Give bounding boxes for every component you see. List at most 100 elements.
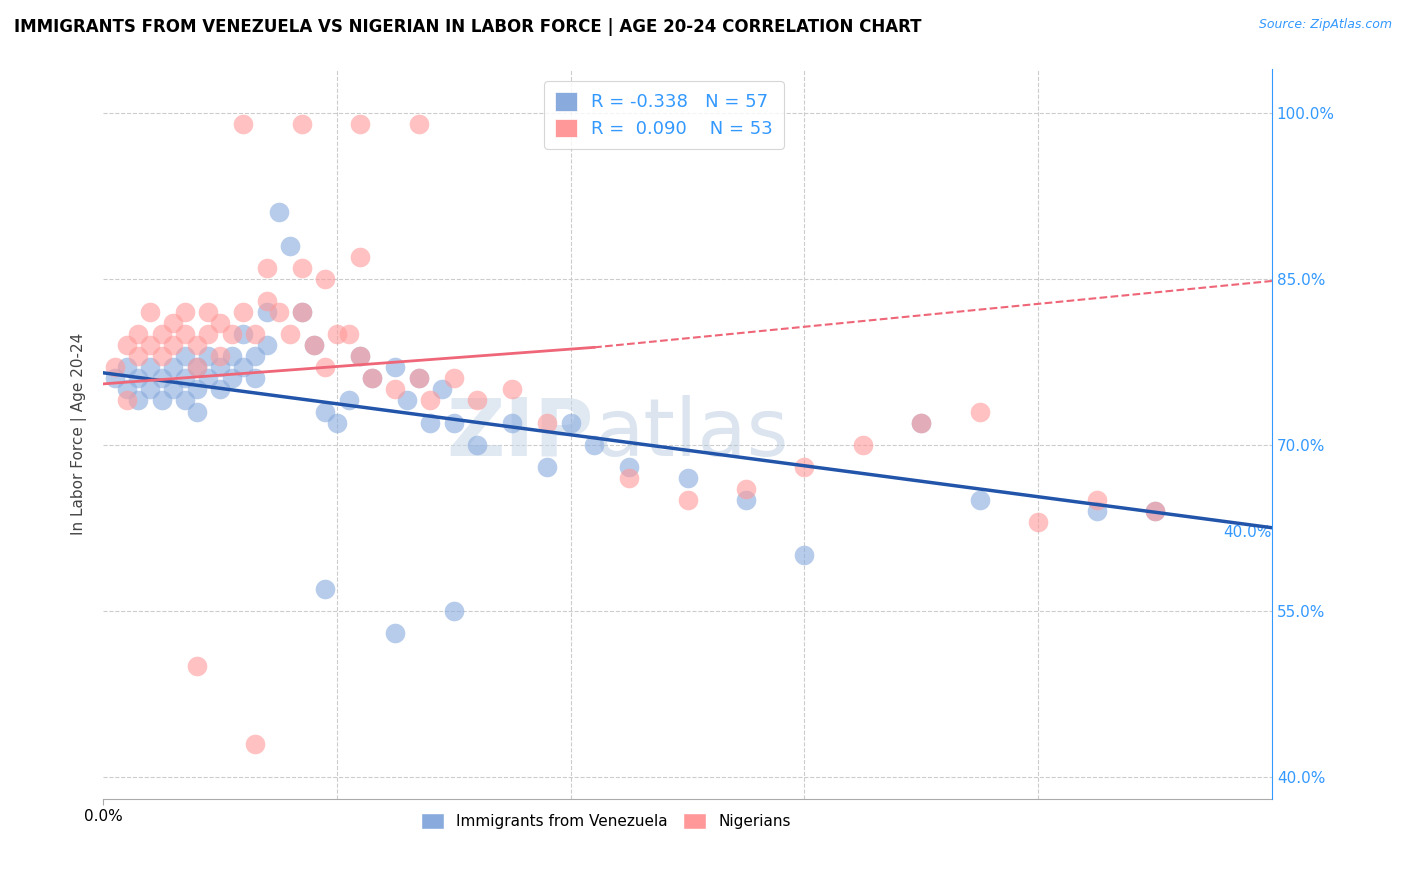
Point [793,459,815,474]
Point [186,659,208,673]
Legend: Immigrants from Venezuela, Nigerians: Immigrants from Venezuela, Nigerians [415,806,797,835]
Point [256,305,278,319]
Point [617,471,640,485]
Point [278,238,301,252]
Point [430,383,453,397]
Point [617,459,640,474]
Point [209,360,232,375]
Point [349,117,371,131]
Point [419,416,441,430]
Point [326,416,349,430]
Point [115,360,138,375]
Point [676,493,699,508]
Point [115,393,138,408]
Point [115,383,138,397]
Point [150,371,173,385]
Point [186,360,208,375]
Point [174,393,197,408]
Point [465,393,488,408]
Point [384,360,406,375]
Point [291,260,314,275]
Point [302,338,325,352]
Point [104,371,127,385]
Point [560,416,582,430]
Point [291,117,314,131]
Point [243,327,266,342]
Point [314,272,336,286]
Point [243,349,266,363]
Point [221,327,243,342]
Point [139,338,162,352]
Point [267,305,290,319]
Point [1085,504,1108,518]
Point [735,482,758,496]
Point [232,117,254,131]
Point [150,393,173,408]
Point [197,371,219,385]
Point [209,316,232,330]
Point [186,360,208,375]
Point [197,305,219,319]
Point [209,349,232,363]
Point [676,471,699,485]
Point [735,493,758,508]
Point [127,393,149,408]
Point [197,327,219,342]
Point [139,305,162,319]
Point [408,117,430,131]
Point [536,416,558,430]
Y-axis label: In Labor Force | Age 20-24: In Labor Force | Age 20-24 [72,333,87,535]
Point [256,260,278,275]
Point [139,383,162,397]
Point [326,327,349,342]
Point [186,404,208,418]
Point [443,371,465,385]
Point [910,416,932,430]
Point [243,371,266,385]
Point [267,205,290,219]
Point [186,383,208,397]
Point [337,327,360,342]
Point [221,371,243,385]
Point [1144,504,1167,518]
Point [349,250,371,264]
Point [1144,504,1167,518]
Point [256,293,278,308]
Point [150,327,173,342]
Point [174,371,197,385]
Point [1026,515,1049,529]
Point [174,349,197,363]
Point [174,327,197,342]
Text: ZIP: ZIP [447,394,595,473]
Point [209,383,232,397]
Point [361,371,384,385]
Text: 40.0%: 40.0% [1223,525,1272,540]
Point [501,416,523,430]
Point [162,338,184,352]
Text: IMMIGRANTS FROM VENEZUELA VS NIGERIAN IN LABOR FORCE | AGE 20-24 CORRELATION CHA: IMMIGRANTS FROM VENEZUELA VS NIGERIAN IN… [14,18,921,36]
Point [139,360,162,375]
Point [337,393,360,408]
Point [302,338,325,352]
Point [361,371,384,385]
Point [221,349,243,363]
Point [197,349,219,363]
Point [162,383,184,397]
Point [278,327,301,342]
Point [232,327,254,342]
Point [232,305,254,319]
Point [174,305,197,319]
Point [465,438,488,452]
Point [443,416,465,430]
Point [162,316,184,330]
Point [127,371,149,385]
Text: Source: ZipAtlas.com: Source: ZipAtlas.com [1258,18,1392,31]
Point [232,360,254,375]
Point [314,582,336,596]
Point [443,604,465,618]
Point [501,383,523,397]
Point [396,393,419,408]
Point [150,349,173,363]
Point [243,737,266,751]
Point [852,438,875,452]
